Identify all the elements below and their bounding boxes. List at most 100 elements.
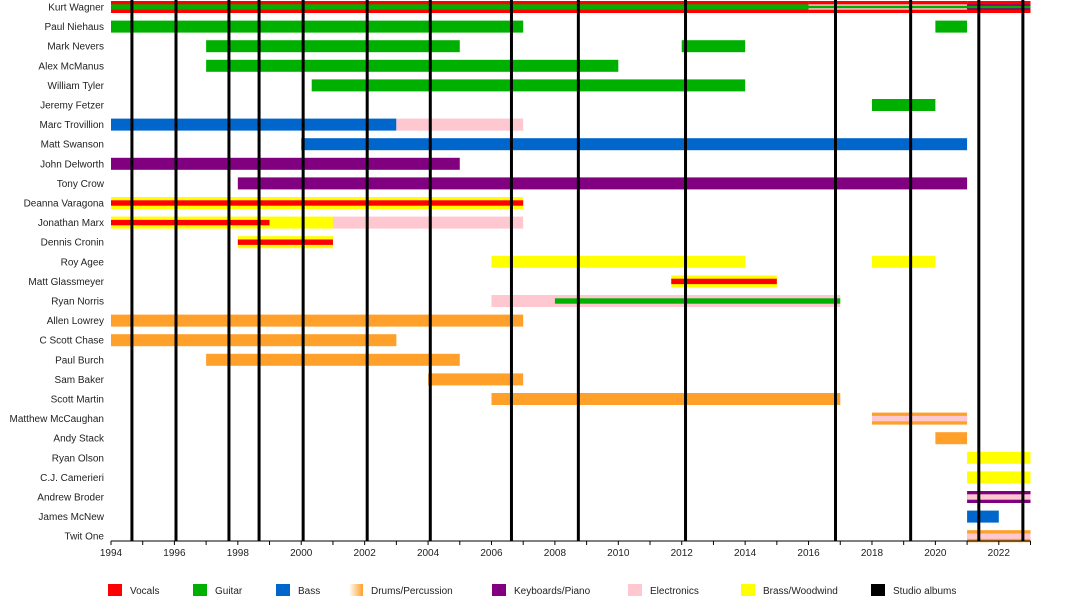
x-tick-label: 2018 xyxy=(861,548,884,559)
bar-electronics xyxy=(871,415,968,422)
legend-label: Electronics xyxy=(650,586,699,597)
member-name: William Tyler xyxy=(48,81,105,92)
bar-guitar xyxy=(206,59,619,72)
member-names: Kurt Wagner Paul Niehaus Mark Nevers Alex M… xyxy=(10,3,105,543)
bar-brass xyxy=(871,255,936,268)
legend-swatch-bass xyxy=(276,584,290,596)
legend-item-albums: Studio albums xyxy=(871,584,956,597)
legend-item-guitar: Guitar xyxy=(193,584,243,597)
bar-electronics xyxy=(491,295,555,307)
bar-guitar xyxy=(681,40,746,53)
member-name: Matt Swanson xyxy=(41,140,104,151)
x-tick-label: 2020 xyxy=(924,548,947,559)
bar-guitar xyxy=(311,79,746,92)
x-tick-label: 2010 xyxy=(607,548,630,559)
bar-bass xyxy=(967,510,999,523)
member-name: Deanna Varagona xyxy=(24,199,105,210)
x-tick-label: 2000 xyxy=(290,548,313,559)
member-name: Jonathan Marx xyxy=(38,218,104,229)
member-name: Sam Baker xyxy=(55,375,105,386)
bar-vocals xyxy=(671,278,777,285)
member-name: Kurt Wagner xyxy=(48,3,104,14)
bar-brass xyxy=(967,471,1031,484)
member-name: Andy Stack xyxy=(53,434,105,445)
bar-drums xyxy=(491,393,841,405)
legend-label: Studio albums xyxy=(893,586,956,597)
legend-label: Vocals xyxy=(130,586,159,597)
bar-drums xyxy=(111,334,397,347)
member-name: C Scott Chase xyxy=(40,336,105,347)
member-name: Marc Trovillion xyxy=(40,120,104,131)
member-name: Scott Martin xyxy=(51,395,104,406)
bar-brass xyxy=(269,216,333,229)
member-name: Dennis Cronin xyxy=(41,238,104,249)
x-tick-label: 2016 xyxy=(797,548,820,559)
x-tick-label: 2022 xyxy=(988,548,1011,559)
x-tick-label: 1994 xyxy=(100,548,123,559)
bar-guitar xyxy=(111,20,524,33)
bar-drums xyxy=(111,314,524,327)
bar-drums xyxy=(206,353,460,366)
member-name: Jeremy Fetzer xyxy=(40,101,105,112)
legend-label: Guitar xyxy=(215,586,243,597)
member-name: Twit One xyxy=(65,532,105,543)
bar-bass xyxy=(301,138,968,151)
member-name: Matthew McCaughan xyxy=(10,414,105,425)
bar-drums xyxy=(935,432,968,445)
bar-drums xyxy=(428,373,524,386)
legend-item-keyboards: Keyboards/Piano xyxy=(492,584,591,597)
member-name: John Delworth xyxy=(40,159,104,170)
bar-electronics xyxy=(967,494,1031,500)
member-name: Allen Lowrey xyxy=(47,316,104,327)
member-name: Paul Burch xyxy=(55,355,104,366)
bar-guitar xyxy=(871,99,936,111)
member-name: Tony Crow xyxy=(57,179,105,190)
x-axis: 1994 1996 1998 2000 2002 2004 2006 2008 2010 2012… xyxy=(100,540,1031,559)
x-tick-label: 1996 xyxy=(163,548,186,559)
bar-keyboards xyxy=(111,157,460,170)
member-name: Mark Nevers xyxy=(47,42,104,53)
legend-item-drums: Drums/Percussion xyxy=(349,584,453,597)
member-name: C.J. Camerieri xyxy=(40,473,104,484)
legend: Vocals Guitar Bass Drums/Percussion Keyboard… xyxy=(108,584,956,597)
bar-guitar xyxy=(967,5,1031,9)
member-name: Andrew Broder xyxy=(37,493,104,504)
bar-vocals xyxy=(111,200,524,206)
bar-guitar xyxy=(206,40,460,53)
member-name: Ryan Norris xyxy=(51,297,104,308)
legend-swatch-vocals xyxy=(108,584,122,596)
x-tick-label: 2008 xyxy=(544,548,567,559)
member-name: Matt Glassmeyer xyxy=(28,277,104,288)
legend-swatch-albums xyxy=(871,584,885,596)
bar-keyboards xyxy=(237,177,968,190)
member-name: Ryan Olson xyxy=(52,453,104,464)
bar-electronics xyxy=(967,533,1031,539)
legend-label: Bass xyxy=(298,586,320,597)
legend-item-vocals: Vocals xyxy=(108,584,159,597)
bar-brass xyxy=(967,451,1031,464)
bar-brass xyxy=(491,255,746,268)
x-tick-label: 2002 xyxy=(354,548,377,559)
bar-guitar xyxy=(554,298,841,304)
x-tick-label: 2014 xyxy=(734,548,757,559)
member-bars xyxy=(111,1,1031,543)
legend-swatch-drums xyxy=(349,584,363,596)
studio-album-lines xyxy=(130,0,1025,541)
bar-guitar xyxy=(935,20,968,33)
member-name: Paul Niehaus xyxy=(45,22,104,33)
legend-swatch-keyboards xyxy=(492,584,506,596)
bar-guitar xyxy=(808,5,968,9)
bar-electronics xyxy=(396,118,524,131)
legend-label: Keyboards/Piano xyxy=(514,586,591,597)
legend-swatch-brass xyxy=(741,584,755,596)
legend-item-bass: Bass xyxy=(276,584,320,597)
legend-item-brass: Brass/Woodwind xyxy=(741,584,838,597)
legend-swatch-electronics xyxy=(628,584,642,596)
bar-vocals xyxy=(111,219,270,226)
member-name: James McNew xyxy=(38,512,104,523)
x-tick-label: 1998 xyxy=(227,548,250,559)
legend-swatch-guitar xyxy=(193,584,207,596)
bar-vocals xyxy=(237,239,333,245)
x-tick-label: 2004 xyxy=(417,548,440,559)
x-tick-label: 2012 xyxy=(671,548,694,559)
